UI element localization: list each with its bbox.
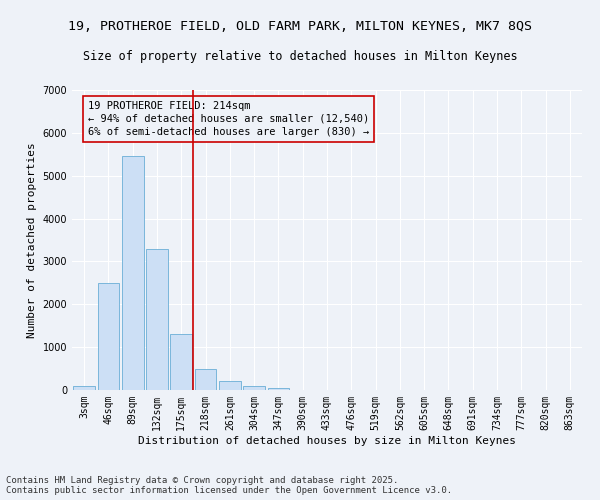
Text: 19 PROTHEROE FIELD: 214sqm
← 94% of detached houses are smaller (12,540)
6% of s: 19 PROTHEROE FIELD: 214sqm ← 94% of deta…: [88, 100, 369, 137]
Bar: [122, 156, 143, 390]
Bar: [194, 370, 217, 390]
Bar: [97, 283, 119, 390]
Y-axis label: Number of detached properties: Number of detached properties: [27, 142, 37, 338]
Bar: [170, 334, 192, 390]
Bar: [73, 386, 95, 390]
X-axis label: Distribution of detached houses by size in Milton Keynes: Distribution of detached houses by size …: [138, 436, 516, 446]
Bar: [243, 386, 265, 390]
Text: Size of property relative to detached houses in Milton Keynes: Size of property relative to detached ho…: [83, 50, 517, 63]
Bar: [219, 380, 241, 390]
Bar: [146, 248, 168, 390]
Bar: [268, 388, 289, 390]
Text: 19, PROTHEROE FIELD, OLD FARM PARK, MILTON KEYNES, MK7 8QS: 19, PROTHEROE FIELD, OLD FARM PARK, MILT…: [68, 20, 532, 33]
Text: Contains HM Land Registry data © Crown copyright and database right 2025.
Contai: Contains HM Land Registry data © Crown c…: [6, 476, 452, 495]
